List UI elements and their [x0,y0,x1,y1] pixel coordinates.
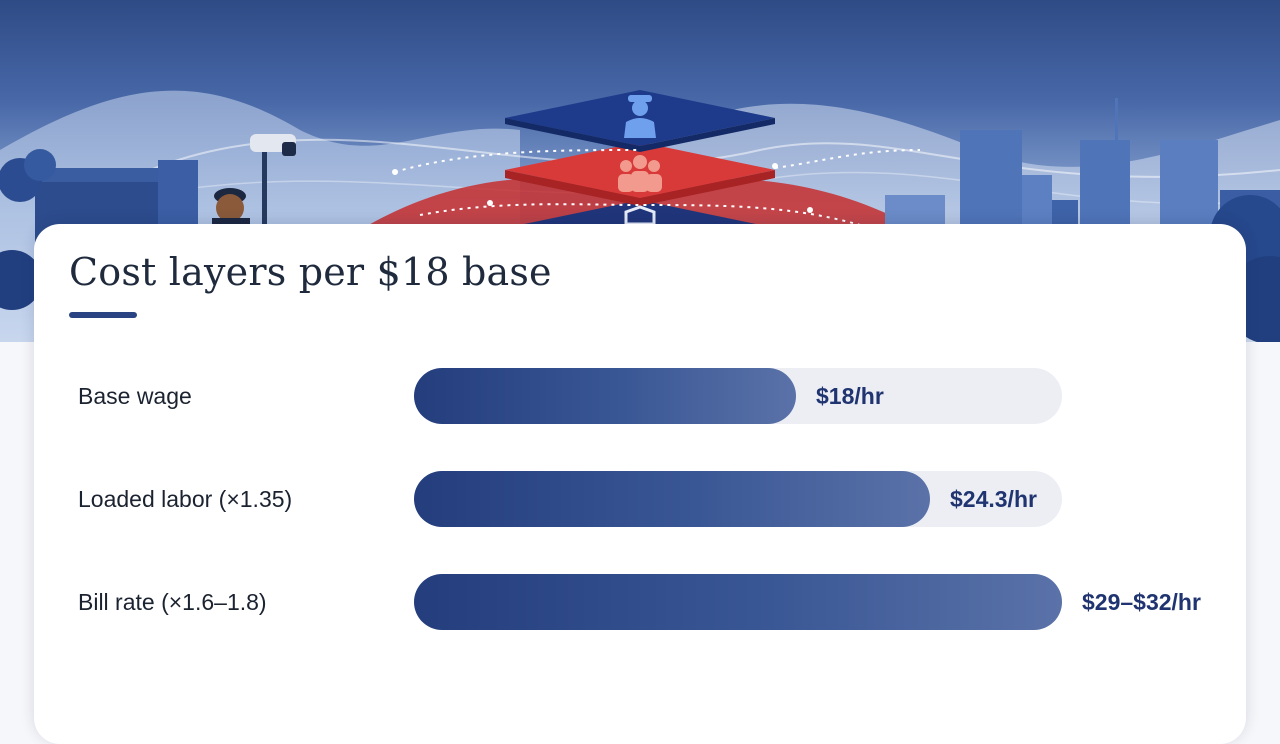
title-underline [69,312,137,318]
team-icon [618,155,662,192]
bar-value-label: $18/hr [816,383,884,409]
bar-track [414,368,1062,424]
bar-value-label: $24.3/hr [950,486,1037,512]
bar-track [414,471,1062,527]
bar [414,471,930,527]
bar [414,574,1062,630]
bar [414,368,796,424]
chart-title: Cost layers per $18 base [69,250,552,294]
category-label: Bill rate (×1.6–1.8) [78,589,267,615]
bar-value-label: $29–$32/hr [1082,589,1201,615]
category-label: Base wage [78,383,192,409]
security-guard-icon [624,95,656,138]
category-label: Loaded labor (×1.35) [78,486,293,512]
chart-card: Cost layers per $18 base Base wage $18/h… [34,224,1246,744]
bar-track [414,574,1062,630]
shield-icon [624,205,656,226]
security-camera-icon [250,134,296,230]
